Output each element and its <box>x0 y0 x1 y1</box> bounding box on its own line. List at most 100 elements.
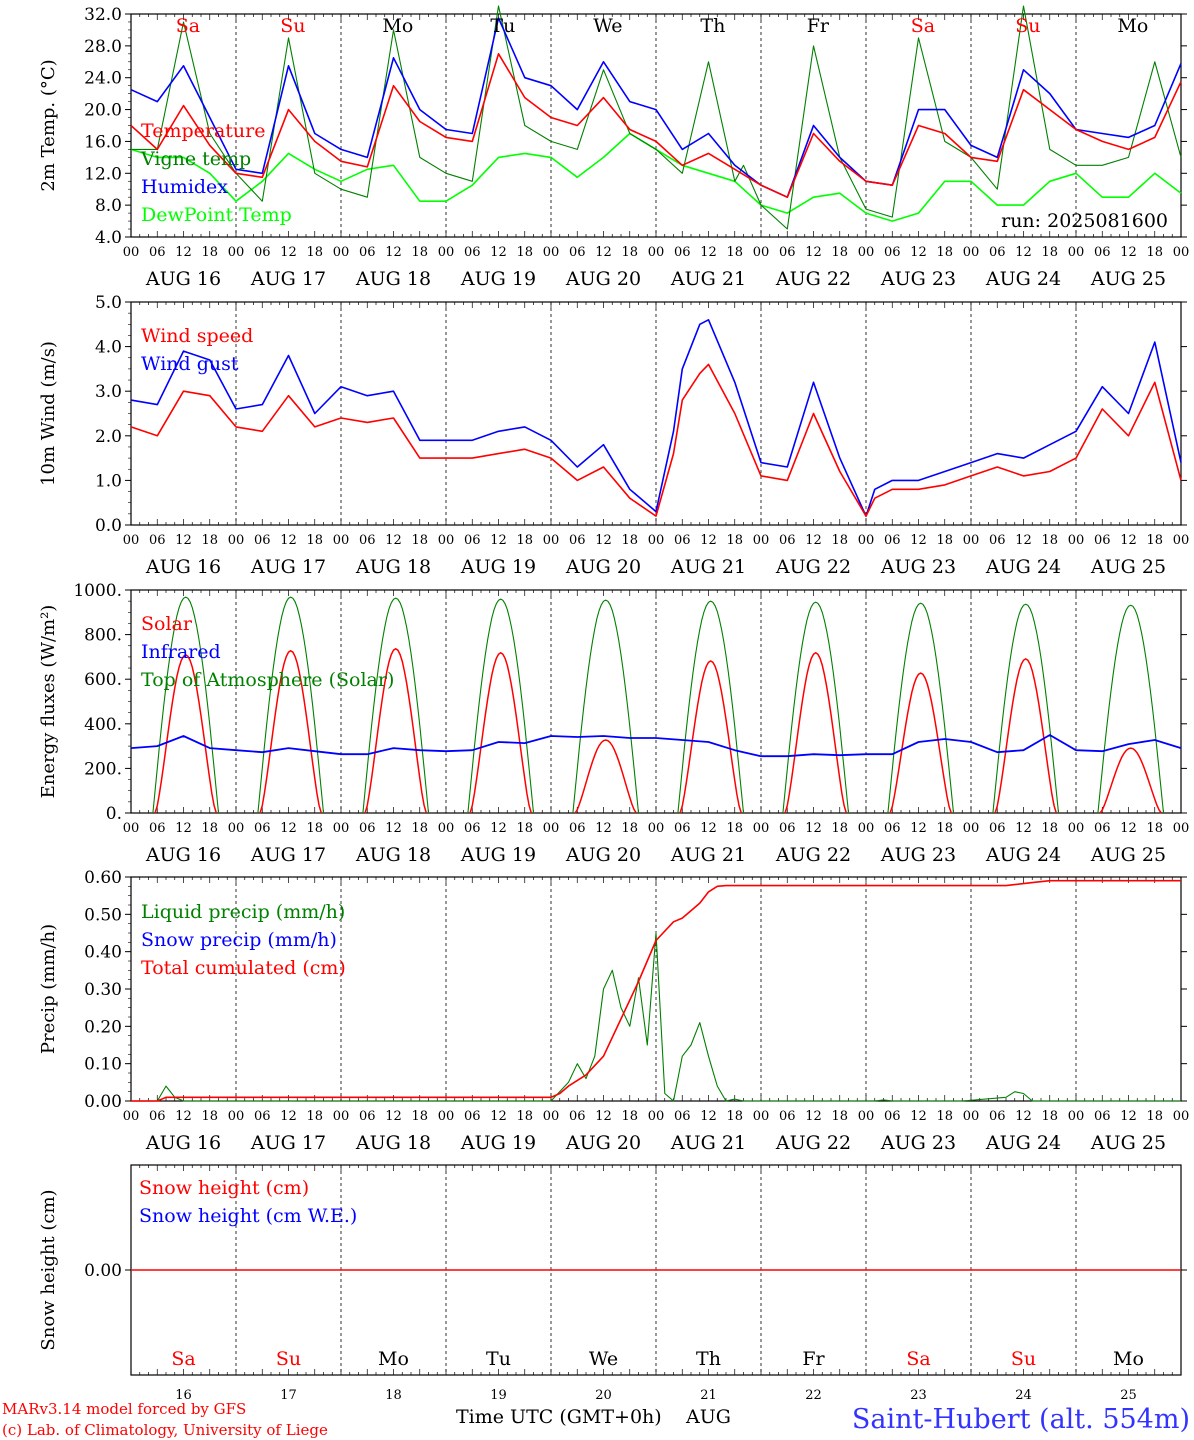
hour-tick-label: 06 <box>1094 821 1111 836</box>
hour-tick-label: 06 <box>464 245 481 260</box>
panel-frame <box>130 301 1182 526</box>
legend-item: Top of Atmosphere (Solar) <box>141 669 394 691</box>
hour-tick-label: 12 <box>805 1109 822 1124</box>
y-tick-label: 24.0 <box>84 69 122 89</box>
hour-tick-label: 18 <box>936 1109 953 1124</box>
hour-tick-label: 12 <box>1015 533 1032 548</box>
hour-tick-label: 06 <box>149 1109 166 1124</box>
day-number-label: 22 <box>805 1388 822 1403</box>
hour-tick-label: 18 <box>306 1109 323 1124</box>
hour-tick-label: 12 <box>595 821 612 836</box>
hour-tick-label: 18 <box>516 821 533 836</box>
panel-1: 4.0 8.0 12.0 16.0 20.0 24.0 28.0 32.0 2m Temp. (… <box>38 5 1189 290</box>
day-number-label: 20 <box>595 1388 612 1403</box>
date-label: AUG 16 <box>145 556 221 578</box>
y-axis-label: Snow height (cm) <box>38 1189 59 1350</box>
date-label: AUG 25 <box>1090 556 1166 578</box>
date-label: AUG 23 <box>880 268 956 290</box>
date-label: AUG 16 <box>145 268 221 290</box>
hour-tick-label: 06 <box>674 821 691 836</box>
y-axis-label: Precip (mm/h) <box>38 924 59 1054</box>
hour-tick-label: 06 <box>884 533 901 548</box>
hour-tick-label: 00 <box>858 1109 875 1124</box>
hour-tick-label: 06 <box>254 533 271 548</box>
panel-2: 0.0 1.0 2.0 3.0 4.0 5.0 10m Wind (m/s) 00 06 12 18… <box>38 293 1189 578</box>
hour-tick-label: 00 <box>333 821 350 836</box>
y-tick-label: 8.0 <box>95 196 122 216</box>
date-label: AUG 22 <box>775 844 851 866</box>
hour-tick-label: 06 <box>884 821 901 836</box>
weekday-label: Mo <box>382 15 413 37</box>
hour-tick-label: 12 <box>700 533 717 548</box>
date-label: AUG 22 <box>775 556 851 578</box>
hour-tick-label: 06 <box>569 533 586 548</box>
legend-item: Snow height (cm W.E.) <box>139 1205 357 1227</box>
hour-tick-label: 18 <box>936 245 953 260</box>
date-label: AUG 22 <box>775 1132 851 1154</box>
legend-item: Liquid precip (mm/h) <box>141 901 345 923</box>
hour-tick-label: 00 <box>123 533 140 548</box>
y-tick-label: 12.0 <box>84 164 122 184</box>
date-label: AUG 19 <box>460 268 536 290</box>
date-label: AUG 20 <box>565 556 641 578</box>
hour-tick-label: 06 <box>779 1109 796 1124</box>
hour-tick-label: 06 <box>464 1109 481 1124</box>
hour-tick-label: 18 <box>621 1109 638 1124</box>
hour-tick-label: 18 <box>726 533 743 548</box>
series-line-solar <box>574 739 637 814</box>
hour-tick-label: 00 <box>543 533 560 548</box>
hour-tick-label: 18 <box>621 821 638 836</box>
date-label: AUG 16 <box>145 844 221 866</box>
hour-tick-label: 06 <box>359 821 376 836</box>
y-tick-label: 0.30 <box>84 980 122 1000</box>
hour-tick-label: 06 <box>149 821 166 836</box>
hour-tick-label: 06 <box>569 245 586 260</box>
hour-tick-label: 06 <box>464 533 481 548</box>
hour-tick-label: 00 <box>648 533 665 548</box>
weekday-label: Fr <box>802 1348 825 1370</box>
hour-tick-label: 18 <box>516 1109 533 1124</box>
date-label: AUG 17 <box>250 1132 326 1154</box>
y-tick-label: 800. <box>84 626 122 646</box>
y-tick-label: 0.00 <box>84 1261 122 1281</box>
date-label: AUG 21 <box>670 1132 746 1154</box>
hour-tick-label: 18 <box>831 533 848 548</box>
hour-tick-label: 18 <box>831 1109 848 1124</box>
series-line-humidex <box>130 17 1182 198</box>
date-label: AUG 17 <box>250 556 326 578</box>
weekday-label: Th <box>700 15 725 37</box>
date-label: AUG 24 <box>985 268 1061 290</box>
y-tick-label: 1.0 <box>95 471 122 491</box>
hour-tick-label: 12 <box>385 1109 402 1124</box>
hour-tick-label: 18 <box>411 1109 428 1124</box>
hour-tick-label: 12 <box>1015 245 1032 260</box>
date-label: AUG 19 <box>460 556 536 578</box>
hour-tick-label: 12 <box>700 1109 717 1124</box>
panel-5: 0.00 Snow height (cm) Snow height (cm) Snow… <box>38 1164 1187 1376</box>
hour-tick-label: 12 <box>805 245 822 260</box>
date-label: AUG 18 <box>355 844 431 866</box>
hour-tick-label: 12 <box>910 245 927 260</box>
date-label: AUG 23 <box>880 1132 956 1154</box>
weekday-label: Su <box>1015 15 1040 37</box>
hour-tick-label: 06 <box>359 1109 376 1124</box>
y-tick-label: 600. <box>84 670 122 690</box>
legend-item: Snow precip (mm/h) <box>141 929 337 951</box>
hour-tick-label: 18 <box>726 1109 743 1124</box>
legend-item: Infrared <box>141 641 221 663</box>
hour-tick-label: 12 <box>490 821 507 836</box>
hour-tick-label: 00 <box>228 821 245 836</box>
hour-tick-label: 00 <box>648 245 665 260</box>
y-tick-label: 3.0 <box>95 382 122 402</box>
weekday-label: Tu <box>486 1348 511 1370</box>
hour-tick-label: 12 <box>490 1109 507 1124</box>
weekday-label: Sa <box>911 15 935 37</box>
hour-tick-label: 18 <box>201 533 218 548</box>
weekday-label: Sa <box>906 1348 930 1370</box>
weekday-label: We <box>589 1348 618 1370</box>
hour-tick-label: 12 <box>595 245 612 260</box>
hour-tick-label: 18 <box>411 533 428 548</box>
hour-tick-label: 06 <box>254 245 271 260</box>
time-axis-label: Time UTC (GMT+0h) <box>456 1406 662 1428</box>
date-label: AUG 18 <box>355 556 431 578</box>
